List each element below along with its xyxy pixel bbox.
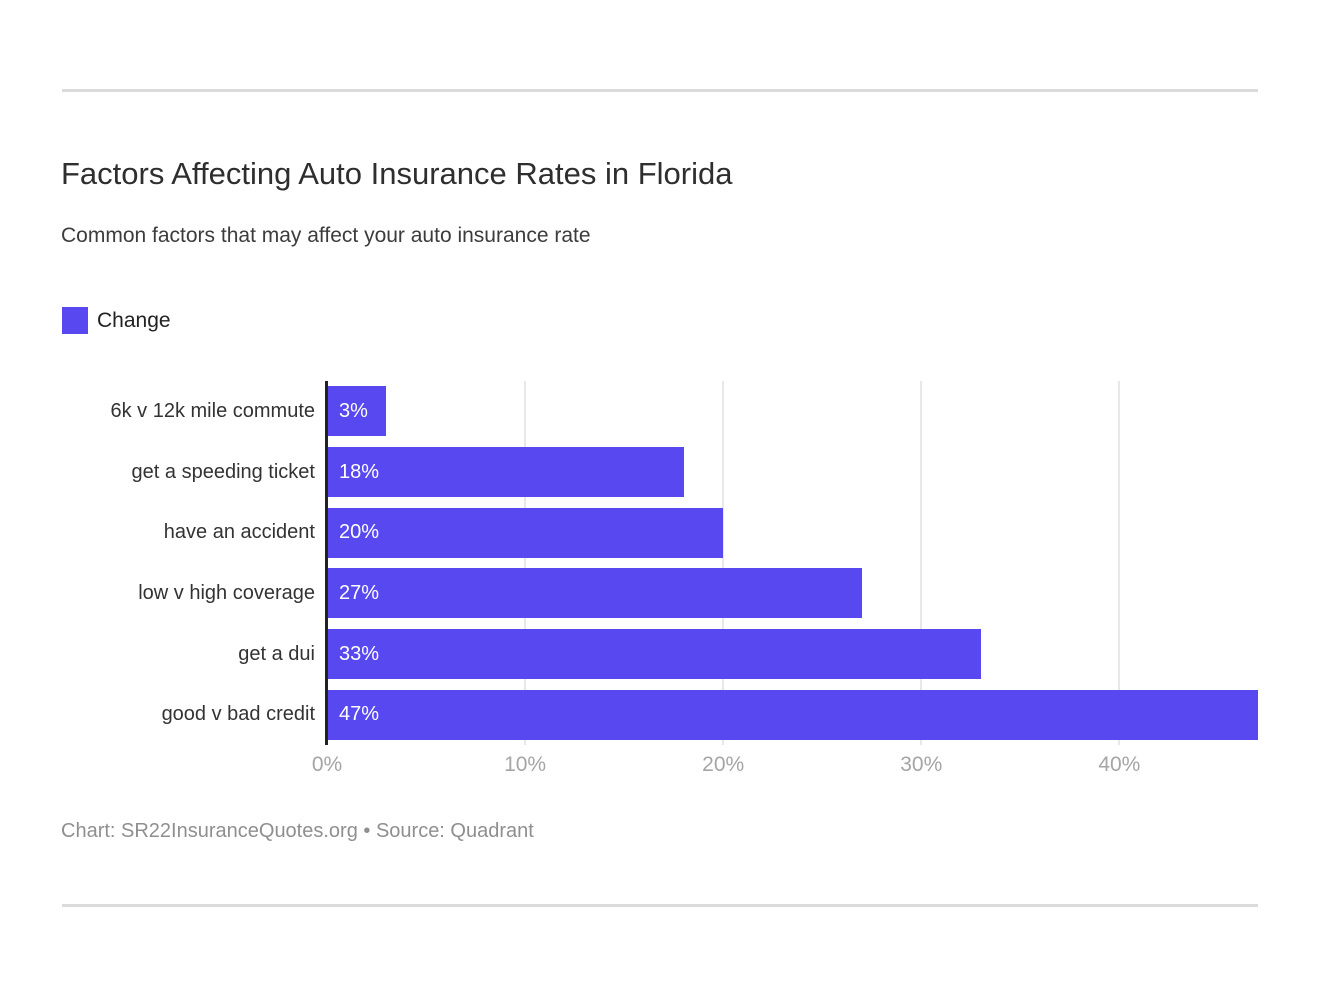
bar-track: 47% xyxy=(327,689,1258,740)
bar-value-label: 27% xyxy=(339,581,380,604)
legend: Change xyxy=(62,307,171,334)
x-axis-tick-label: 0% xyxy=(311,753,343,776)
bar-chart: 6k v 12k mile commute 3% get a speeding ti… xyxy=(62,381,1258,776)
bar-track: 3% xyxy=(327,386,1258,437)
bar-value-label: 3% xyxy=(339,399,368,422)
bar-track: 18% xyxy=(327,447,1258,497)
gridline xyxy=(524,381,527,745)
category-label: 6k v 12k mile commute xyxy=(110,399,315,422)
bar-track: 27% xyxy=(327,568,1258,619)
chart-subtitle: Common factors that may affect your auto… xyxy=(61,224,591,247)
bar-value-label: 20% xyxy=(339,521,380,544)
x-axis-tick-label: 10% xyxy=(504,753,547,776)
bar-row: good v bad credit 47% xyxy=(62,684,1258,745)
x-axis-tick-label: 30% xyxy=(900,753,943,776)
legend-label: Change xyxy=(97,308,171,332)
bar: 20% xyxy=(327,507,724,558)
gridline xyxy=(1118,381,1121,745)
gridline xyxy=(920,381,923,745)
x-axis-tick-label: 40% xyxy=(1098,753,1141,776)
bar-value-label: 33% xyxy=(339,642,380,665)
category-label: have an accident xyxy=(163,521,315,544)
bar: 27% xyxy=(327,568,862,619)
bar-row: get a speeding ticket 18% xyxy=(62,442,1258,503)
bar-row: 6k v 12k mile commute 3% xyxy=(62,381,1258,442)
bar-row: low v high coverage 27% xyxy=(62,563,1258,624)
bar-value-label: 47% xyxy=(339,703,380,726)
category-label: good v bad credit xyxy=(161,703,315,726)
bar: 33% xyxy=(327,629,981,680)
bottom-divider xyxy=(62,904,1258,907)
bar-track: 20% xyxy=(327,507,1258,558)
bar: 47% xyxy=(327,689,1258,740)
top-divider xyxy=(62,89,1258,92)
category-label: get a dui xyxy=(238,642,315,665)
gridlines xyxy=(327,381,1258,745)
chart-footer: Chart: SR22InsuranceQuotes.org • Source:… xyxy=(61,820,534,842)
bar-row: have an accident 20% xyxy=(62,502,1258,563)
bar-row: get a dui 33% xyxy=(62,624,1258,685)
bar-rows: 6k v 12k mile commute 3% get a speeding ti… xyxy=(62,381,1258,745)
y-axis-line xyxy=(325,381,328,745)
bar-value-label: 18% xyxy=(339,460,380,483)
x-axis-tick-labels: 0% 10% 20% 30% 40% xyxy=(312,753,1258,785)
bar: 3% xyxy=(327,386,387,437)
bar: 18% xyxy=(327,447,684,497)
gridline xyxy=(722,381,725,745)
x-axis-tick-label: 20% xyxy=(702,753,745,776)
category-label: low v high coverage xyxy=(138,581,315,604)
legend-color-swatch xyxy=(62,307,88,334)
chart-title: Factors Affecting Auto Insurance Rates i… xyxy=(61,156,733,191)
bar-track: 33% xyxy=(327,629,1258,680)
category-label: get a speeding ticket xyxy=(131,460,315,483)
